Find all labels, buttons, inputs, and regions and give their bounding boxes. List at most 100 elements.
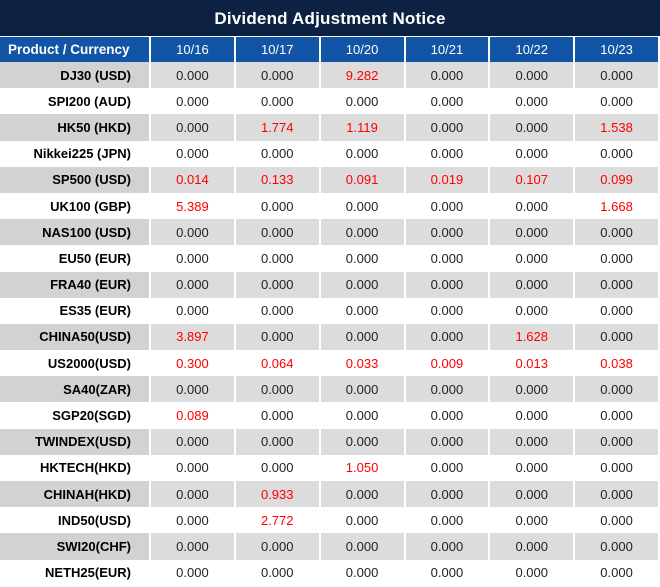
value-cell: 0.000 xyxy=(149,533,234,560)
value-cell: 0.000 xyxy=(403,376,489,403)
product-label: CHINAH(HKD) xyxy=(0,481,149,508)
value-cell: 0.009 xyxy=(403,350,489,377)
product-label: EU50 (EUR) xyxy=(0,245,149,272)
table-row: SPI200 (AUD) 0.000 0.000 0.000 0.000 0.000 0.0… xyxy=(0,88,660,115)
value-cell: 0.000 xyxy=(233,559,319,586)
value-cell: 0.000 xyxy=(233,62,319,89)
date-header: 10/21 xyxy=(403,37,489,62)
value-cell: 0.000 xyxy=(403,428,489,455)
value-cell: 0.000 xyxy=(149,507,234,534)
product-label: NETH25(EUR) xyxy=(0,559,149,586)
date-header: 10/17 xyxy=(233,37,319,62)
value-cell: 0.000 xyxy=(573,62,658,89)
value-cell: 0.000 xyxy=(318,192,404,220)
value-cell: 0.000 xyxy=(149,454,234,481)
value-cell: 0.000 xyxy=(573,428,658,455)
value-cell: 0.000 xyxy=(233,245,319,272)
product-label: IND50(USD) xyxy=(0,507,149,534)
value-cell: 0.000 xyxy=(318,376,404,403)
value-cell: 0.099 xyxy=(573,166,658,193)
value-cell: 0.038 xyxy=(573,350,658,377)
value-cell: 1.119 xyxy=(318,114,404,141)
value-cell: 0.000 xyxy=(488,140,574,167)
value-cell: 0.000 xyxy=(318,428,404,455)
value-cell: 0.000 xyxy=(573,376,658,403)
value-cell: 0.000 xyxy=(488,245,574,272)
value-cell: 0.014 xyxy=(149,166,234,193)
table-row: CHINA50(USD) 3.897 0.000 0.000 0.000 1.628 0.0… xyxy=(0,323,660,351)
value-cell: 0.000 xyxy=(318,245,404,272)
value-cell: 0.000 xyxy=(573,559,658,586)
table-row: SA40(ZAR) 0.000 0.000 0.000 0.000 0.000 0.000 xyxy=(0,376,660,403)
product-label: NAS100 (USD) xyxy=(0,219,149,246)
date-header: 10/20 xyxy=(318,37,404,62)
value-cell: 1.668 xyxy=(573,192,658,220)
value-cell: 0.000 xyxy=(403,140,489,167)
table-row: HK50 (HKD) 0.000 1.774 1.119 0.000 0.000 1.538 xyxy=(0,114,660,141)
value-cell: 0.033 xyxy=(318,350,404,377)
product-label: FRA40 (EUR) xyxy=(0,271,149,298)
value-cell: 0.000 xyxy=(149,219,234,246)
product-label: DJ30 (USD) xyxy=(0,62,149,89)
value-cell: 0.000 xyxy=(403,114,489,141)
value-cell: 9.282 xyxy=(318,62,404,89)
value-cell: 0.000 xyxy=(149,114,234,141)
value-cell: 0.000 xyxy=(233,297,319,324)
value-cell: 0.000 xyxy=(233,454,319,481)
value-cell: 0.000 xyxy=(573,88,658,115)
value-cell: 0.000 xyxy=(488,219,574,246)
table-row: CHINAH(HKD) 0.000 0.933 0.000 0.000 0.000 0.00… xyxy=(0,481,660,508)
product-label: Nikkei225 (JPN) xyxy=(0,140,149,167)
value-cell: 0.000 xyxy=(573,297,658,324)
value-cell: 0.000 xyxy=(488,88,574,115)
value-cell: 0.133 xyxy=(233,166,319,193)
value-cell: 0.000 xyxy=(573,533,658,560)
product-label: SGP20(SGD) xyxy=(0,402,149,429)
value-cell: 0.000 xyxy=(403,533,489,560)
value-cell: 0.000 xyxy=(149,140,234,167)
value-cell: 0.091 xyxy=(318,166,404,193)
value-cell: 0.000 xyxy=(233,271,319,298)
value-cell: 0.000 xyxy=(318,140,404,167)
value-cell: 0.000 xyxy=(149,245,234,272)
value-cell: 0.000 xyxy=(233,533,319,560)
value-cell: 0.000 xyxy=(573,454,658,481)
product-label: HK50 (HKD) xyxy=(0,114,149,141)
product-label: SP500 (USD) xyxy=(0,166,149,193)
table-row: SP500 (USD) 0.014 0.133 0.091 0.019 0.107 0.09… xyxy=(0,166,660,193)
product-label: ES35 (EUR) xyxy=(0,297,149,324)
value-cell: 0.000 xyxy=(318,533,404,560)
value-cell: 0.933 xyxy=(233,481,319,508)
value-cell: 0.000 xyxy=(488,481,574,508)
value-cell: 0.000 xyxy=(403,192,489,220)
value-cell: 0.013 xyxy=(488,350,574,377)
product-label: US2000(USD) xyxy=(0,350,149,377)
value-cell: 0.000 xyxy=(488,297,574,324)
value-cell: 0.000 xyxy=(403,62,489,89)
value-cell: 0.300 xyxy=(149,350,234,377)
product-label: HKTECH(HKD) xyxy=(0,454,149,481)
value-cell: 0.000 xyxy=(233,323,319,351)
value-cell: 0.000 xyxy=(403,271,489,298)
value-cell: 0.000 xyxy=(573,245,658,272)
value-cell: 0.000 xyxy=(488,114,574,141)
value-cell: 0.000 xyxy=(233,428,319,455)
table-row: SGP20(SGD) 0.089 0.000 0.000 0.000 0.000 0.000 xyxy=(0,402,660,429)
value-cell: 0.000 xyxy=(573,507,658,534)
table-row: FRA40 (EUR) 0.000 0.000 0.000 0.000 0.000 0.00… xyxy=(0,271,660,298)
product-label: TWINDEX(USD) xyxy=(0,428,149,455)
value-cell: 0.000 xyxy=(318,219,404,246)
value-cell: 0.000 xyxy=(488,271,574,298)
value-cell: 1.050 xyxy=(318,454,404,481)
table-row: TWINDEX(USD) 0.000 0.000 0.000 0.000 0.000 0.0… xyxy=(0,428,660,455)
product-label: SA40(ZAR) xyxy=(0,376,149,403)
value-cell: 0.000 xyxy=(149,62,234,89)
table-row: SWI20(CHF) 0.000 0.000 0.000 0.000 0.000 0.000 xyxy=(0,533,660,560)
value-cell: 0.000 xyxy=(403,481,489,508)
value-cell: 3.897 xyxy=(149,323,234,351)
value-cell: 0.000 xyxy=(573,402,658,429)
value-cell: 0.000 xyxy=(149,481,234,508)
table-row: US2000(USD) 0.300 0.064 0.033 0.009 0.013 0.03… xyxy=(0,350,660,377)
table-row: HKTECH(HKD) 0.000 0.000 1.050 0.000 0.000 0.00… xyxy=(0,454,660,481)
value-cell: 0.000 xyxy=(573,219,658,246)
